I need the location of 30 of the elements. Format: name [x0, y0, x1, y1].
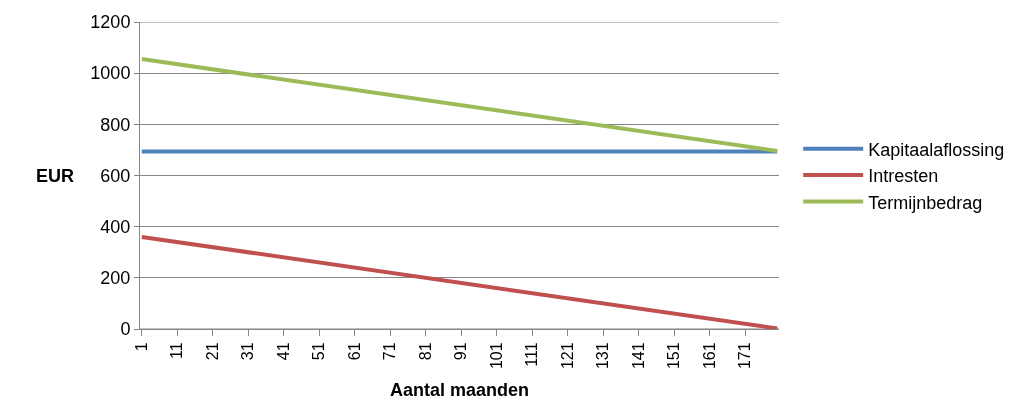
x-tick-label: 171: [736, 342, 754, 370]
legend-label: Termijnbedrag: [868, 192, 983, 213]
y-tick-label: 800: [100, 114, 131, 135]
y-tick-label: 1200: [90, 12, 131, 33]
x-tick-label: 11: [168, 342, 186, 360]
y-tick-label: 0: [120, 319, 131, 340]
x-tick-label: 31: [239, 342, 257, 361]
y-axis-title: EUR: [36, 166, 75, 186]
x-tick-label: 161: [700, 342, 718, 370]
y-tick-label: 200: [100, 268, 131, 289]
x-tick-label: 121: [558, 342, 576, 370]
x-tick-label: 111: [523, 342, 541, 367]
x-tick-label: 141: [629, 342, 647, 370]
y-tick-label: 1000: [90, 63, 131, 84]
x-tick-label: 41: [274, 342, 292, 361]
x-tick-label: 131: [594, 342, 612, 370]
x-tick-label: 81: [416, 342, 434, 361]
x-axis-title: Aantal maanden: [389, 380, 530, 401]
legend-label: Kapitaalaflossing: [868, 139, 1005, 160]
y-tick-label: 600: [100, 165, 131, 186]
x-tick-label: 91: [452, 342, 470, 361]
x-tick-label: 1: [132, 342, 150, 352]
x-tick-label: 21: [203, 342, 221, 361]
x-tick-label: 71: [381, 342, 399, 361]
x-tick-label: 51: [310, 342, 328, 361]
legend-label: Intresten: [868, 166, 939, 187]
x-tick-label: 101: [487, 342, 505, 370]
x-tick-label: 61: [345, 342, 363, 361]
x-tick-label: 151: [665, 342, 683, 370]
y-tick-label: 400: [100, 216, 131, 237]
